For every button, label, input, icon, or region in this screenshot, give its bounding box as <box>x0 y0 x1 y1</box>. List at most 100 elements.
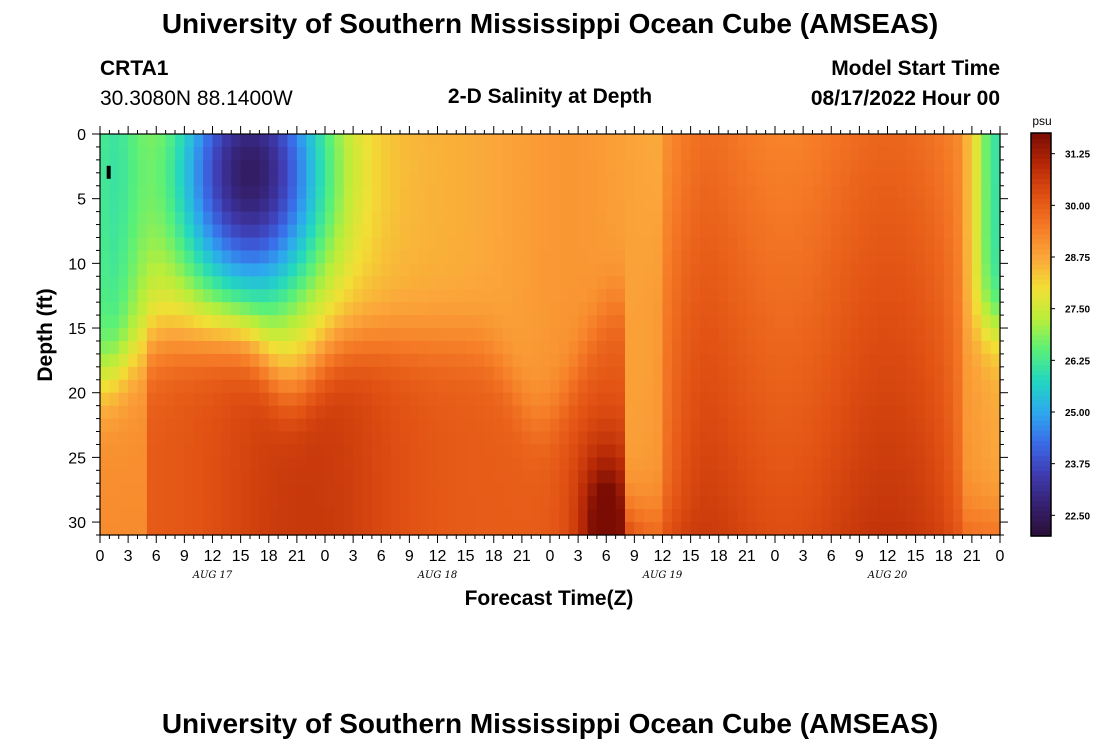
heatmap-cell <box>962 483 973 497</box>
heatmap-cell <box>446 431 457 446</box>
heatmap-cell <box>934 379 945 394</box>
heatmap-cell <box>446 263 457 277</box>
heatmap-cell <box>184 328 195 342</box>
heatmap-cell <box>962 509 973 523</box>
heatmap-cell <box>484 185 495 200</box>
heatmap-cell <box>184 431 195 446</box>
heatmap-cell <box>362 276 373 290</box>
heatmap-cell <box>231 237 242 252</box>
heatmap-cell <box>165 146 176 161</box>
heatmap-cell <box>709 159 720 174</box>
colorbar-tick-label: 30.00 <box>1065 201 1090 212</box>
heatmap-cell <box>512 328 523 342</box>
heatmap-cell <box>878 146 889 161</box>
heatmap-cell <box>531 237 542 252</box>
heatmap-cell <box>259 496 270 510</box>
heatmap-cell <box>371 328 382 342</box>
heatmap-cell <box>381 379 392 394</box>
heatmap-cell <box>240 509 251 523</box>
heatmap-cell <box>559 405 570 420</box>
heatmap-cell <box>728 172 739 187</box>
heatmap-cell <box>231 483 242 497</box>
heatmap-cell <box>456 315 467 329</box>
heatmap-cell <box>146 185 157 200</box>
heatmap-cell <box>709 353 720 368</box>
heatmap-cell <box>418 405 429 420</box>
heatmap-cell <box>325 431 335 446</box>
heatmap-cell <box>615 172 626 187</box>
heatmap-cell <box>943 353 954 368</box>
heatmap-cell <box>840 509 851 523</box>
heatmap-cell <box>409 315 420 329</box>
heatmap-cell <box>381 353 392 368</box>
heatmap-cell <box>578 340 589 355</box>
colorbar-segment <box>1031 233 1051 240</box>
heatmap-cell <box>850 198 860 213</box>
heatmap-cell <box>156 483 167 497</box>
heatmap-cell <box>521 302 532 316</box>
heatmap-cell <box>165 379 176 394</box>
heatmap-cell <box>231 366 242 381</box>
x-tick-label: 18 <box>485 548 503 565</box>
heatmap-cell <box>456 224 467 239</box>
heatmap-cell <box>493 302 504 316</box>
heatmap-cell <box>540 431 551 446</box>
heatmap-cell <box>343 224 354 239</box>
heatmap-cell <box>606 405 617 420</box>
heatmap-cell <box>962 302 973 316</box>
heatmap-cell <box>634 250 645 264</box>
heatmap-cell <box>315 522 326 536</box>
heatmap-cell <box>362 379 373 394</box>
heatmap-cell <box>925 483 935 497</box>
heatmap-cell <box>559 185 570 200</box>
heatmap-cell <box>128 340 139 355</box>
heatmap-cell <box>709 496 720 510</box>
heatmap-cell <box>437 289 448 303</box>
heatmap-cell <box>756 276 767 290</box>
heatmap-cell <box>803 276 814 290</box>
heatmap-cell <box>962 198 973 213</box>
heatmap-cell <box>428 302 439 316</box>
heatmap-cell <box>203 315 214 329</box>
heatmap-cell <box>306 379 317 394</box>
heatmap-cell <box>821 353 832 368</box>
heatmap-cell <box>728 328 739 342</box>
heatmap-cell <box>446 457 457 471</box>
heatmap-cell <box>362 159 373 174</box>
heatmap-cell <box>503 431 514 446</box>
heatmap-cell <box>746 405 757 420</box>
heatmap-cell <box>700 392 710 407</box>
heatmap-cell <box>531 418 542 433</box>
heatmap-cell <box>756 522 767 536</box>
heatmap-cell <box>653 211 664 226</box>
heatmap-cell <box>906 159 917 174</box>
heatmap-cell <box>146 211 157 226</box>
heatmap-cell <box>278 263 289 277</box>
heatmap-cell <box>175 211 185 226</box>
heatmap-cell <box>681 392 692 407</box>
heatmap-cell <box>803 405 814 420</box>
heatmap-cell <box>681 444 692 458</box>
heatmap-cell <box>315 134 326 148</box>
heatmap-cell <box>625 405 635 420</box>
heatmap-cell <box>334 198 345 213</box>
colorbar-segment <box>1031 485 1051 492</box>
heatmap-cell <box>718 444 729 458</box>
heatmap-cell <box>578 159 589 174</box>
heatmap-cell <box>775 159 785 174</box>
heatmap-cell <box>934 263 945 277</box>
heatmap-cell <box>634 483 645 497</box>
heatmap-cell <box>343 444 354 458</box>
heatmap-cell <box>156 522 167 536</box>
heatmap-cell <box>100 134 110 148</box>
heatmap-cell <box>793 431 804 446</box>
heatmap-cell <box>550 522 560 536</box>
heatmap-cell <box>906 328 917 342</box>
heatmap-cell <box>446 276 457 290</box>
heatmap-cell <box>906 353 917 368</box>
heatmap-cell <box>615 366 626 381</box>
heatmap-cell <box>671 379 682 394</box>
heatmap-cell <box>971 134 982 148</box>
heatmap-cell <box>221 250 232 264</box>
heatmap-cell <box>831 418 842 433</box>
